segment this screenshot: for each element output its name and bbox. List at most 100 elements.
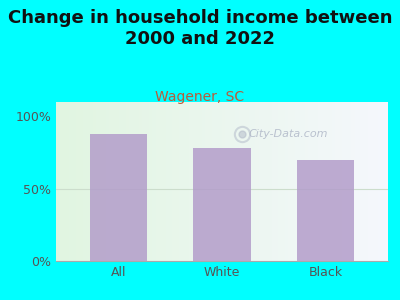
Bar [209,102,212,261]
Bar [318,102,322,261]
Bar [295,102,298,261]
Bar [288,102,292,261]
Bar [235,102,238,261]
Bar [122,102,126,261]
Bar [305,102,308,261]
Bar [109,102,112,261]
Bar [381,102,385,261]
Bar [378,102,381,261]
Bar [176,102,179,261]
Bar [252,102,255,261]
Bar [136,102,139,261]
Bar [248,102,252,261]
Bar [245,102,248,261]
Bar [199,102,202,261]
Bar [186,102,189,261]
Bar [312,102,315,261]
Bar [265,102,268,261]
Bar [206,102,209,261]
Bar [308,102,312,261]
Bar [59,102,63,261]
Bar [139,102,142,261]
Bar [355,102,358,261]
Bar [302,102,305,261]
Bar [285,102,288,261]
Bar [348,102,352,261]
Bar [325,102,328,261]
Bar [182,102,186,261]
Bar [92,102,96,261]
Bar [262,102,265,261]
Bar [99,102,102,261]
Text: Wagener, SC: Wagener, SC [156,90,244,104]
Bar [322,102,325,261]
Bar [298,102,302,261]
Bar [328,102,332,261]
Bar [345,102,348,261]
Bar [142,102,146,261]
Bar [371,102,375,261]
Text: City-Data.com: City-Data.com [249,129,328,139]
Bar [215,102,219,261]
Text: Change in household income between
2000 and 2022: Change in household income between 2000 … [8,9,392,48]
Bar [149,102,152,261]
Bar [212,102,215,261]
Bar [368,102,371,261]
Bar [335,102,338,261]
Bar [63,102,66,261]
Bar [278,102,282,261]
Bar [352,102,355,261]
Bar [86,102,89,261]
Bar [375,102,378,261]
Bar [106,102,109,261]
Bar [102,102,106,261]
Bar [258,102,262,261]
Bar [342,102,345,261]
Bar [169,102,172,261]
Bar [238,102,242,261]
Bar [126,102,129,261]
Bar [242,102,245,261]
Bar [189,102,192,261]
Bar [282,102,285,261]
Bar [365,102,368,261]
Bar [96,102,99,261]
Bar [194,148,250,261]
Bar [172,102,176,261]
Bar [73,102,76,261]
Bar [162,102,166,261]
Bar [332,102,335,261]
Bar [90,134,147,261]
Bar [255,102,258,261]
Bar [202,102,206,261]
Bar [146,102,149,261]
Bar [76,102,79,261]
Bar [385,102,388,261]
Bar [222,102,225,261]
Bar [232,102,235,261]
Bar [196,102,199,261]
Bar [315,102,318,261]
Bar [362,102,365,261]
Bar [192,102,196,261]
Bar [112,102,116,261]
Bar [275,102,278,261]
Bar [56,102,59,261]
Bar [229,102,232,261]
Bar [129,102,132,261]
Bar [219,102,222,261]
Bar [82,102,86,261]
Bar [159,102,162,261]
Bar [268,102,272,261]
Bar [79,102,82,261]
Bar [156,102,159,261]
Bar [292,102,295,261]
Bar [69,102,73,261]
Bar [89,102,92,261]
Bar [152,102,156,261]
Bar [132,102,136,261]
Bar [297,160,354,261]
Bar [179,102,182,261]
Bar [338,102,342,261]
Bar [358,102,362,261]
